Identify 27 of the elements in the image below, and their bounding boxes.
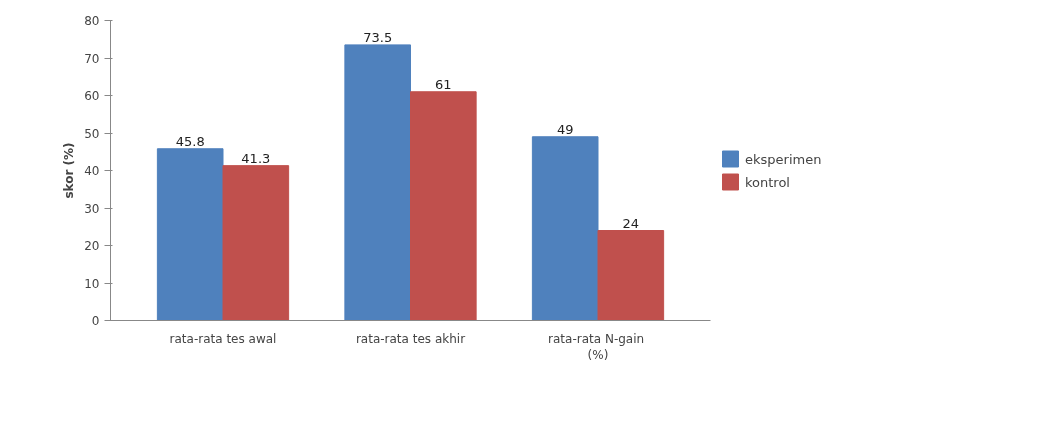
data-label: 24: [622, 215, 640, 231]
data-label: 61: [435, 76, 452, 92]
bar: [344, 44, 411, 321]
y-tick-label: 0: [91, 314, 100, 328]
data-label: 49: [556, 121, 574, 137]
legend-label: kontrol: [745, 174, 790, 189]
x-tick-label: rata-rata tes awal: [169, 331, 277, 346]
bar: [156, 148, 224, 321]
data-label: 73.5: [363, 29, 393, 45]
y-tick-label: 30: [84, 201, 100, 216]
y-tick-label: 10: [84, 276, 100, 291]
y-tick-label: 20: [84, 239, 100, 253]
legend-label: eksperimen: [745, 151, 822, 166]
x-tick-label: rata-rata N-gain (%): [548, 331, 645, 363]
y-tick-label: 40: [84, 164, 100, 178]
bar: [531, 136, 599, 321]
y-axis-title: skor (%): [62, 142, 77, 199]
data-label: 41.3: [241, 150, 271, 166]
bar: [597, 230, 665, 321]
bar: [222, 165, 290, 321]
data-label: 45.8: [175, 133, 205, 149]
y-tick-label: 80: [84, 14, 100, 28]
y-tick-label: 70: [84, 51, 100, 66]
y-tick-label: 60: [84, 89, 100, 103]
bar: [410, 91, 477, 321]
y-tick-label: 50: [84, 126, 100, 141]
x-tick-label: rata-rata tes akhir: [355, 331, 466, 346]
